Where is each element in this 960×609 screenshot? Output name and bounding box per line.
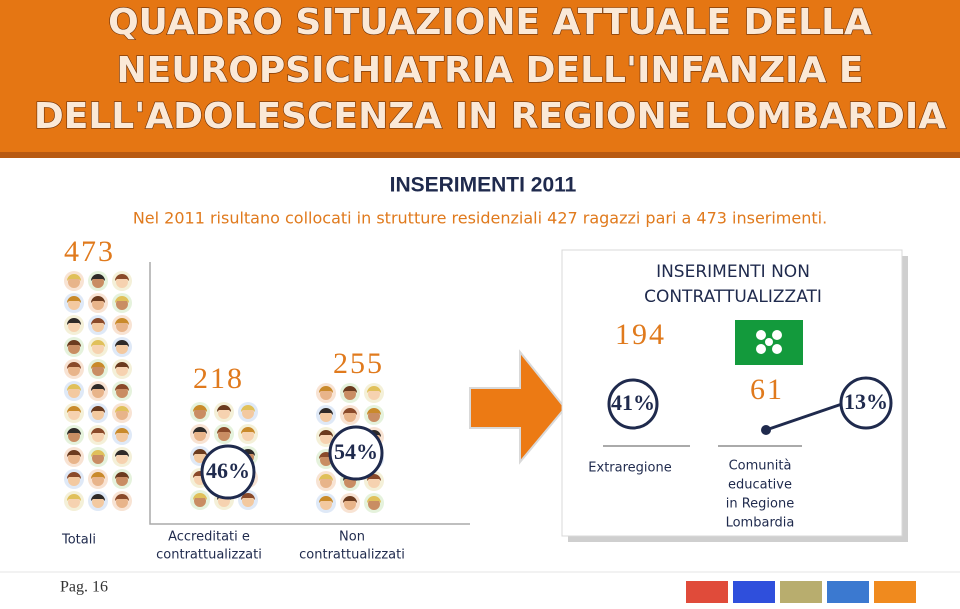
person-hair — [367, 496, 381, 503]
person-hair — [115, 450, 129, 457]
person-hair — [67, 472, 81, 479]
group-label: contrattualizzati — [299, 548, 405, 563]
person-hair — [91, 274, 105, 281]
person-hair — [91, 406, 105, 413]
footer-block — [686, 581, 728, 603]
box-title: INSERIMENTI NON — [656, 262, 810, 282]
group-label: Accreditati e — [168, 530, 250, 545]
percent: 41% — [611, 390, 655, 415]
person-hair — [241, 493, 255, 500]
title-line: DELL'ADOLESCENZA IN REGIONE LOMBARDIA — [34, 96, 946, 137]
header — [0, 0, 960, 152]
group-label: contrattualizzati — [156, 548, 262, 563]
item-label: Comunità — [729, 459, 792, 474]
item-label: Lombardia — [726, 516, 795, 531]
flag-rose — [756, 330, 782, 354]
group-label: Non — [339, 530, 365, 545]
subtitle: INSERIMENTI 2011 — [390, 174, 577, 197]
person-hair — [367, 386, 381, 393]
connector-dot — [761, 425, 771, 435]
item-label: educative — [728, 478, 792, 493]
count: 473 — [64, 235, 115, 268]
person-hair — [319, 408, 333, 415]
percent: 46% — [206, 458, 250, 483]
person-hair — [115, 274, 129, 281]
count: 61 — [750, 373, 784, 406]
person-hair — [67, 494, 81, 501]
percent-badge — [839, 376, 893, 430]
person-hair — [343, 386, 357, 393]
person-hair — [115, 428, 129, 435]
person-hair — [193, 493, 207, 500]
person-hair — [115, 472, 129, 479]
person-hair — [217, 427, 231, 434]
item-label: in Regione — [726, 497, 795, 512]
person-hair — [241, 405, 255, 412]
person-hair — [67, 406, 81, 413]
person-hair — [67, 450, 81, 457]
person-hair — [115, 406, 129, 413]
person-hair — [67, 340, 81, 347]
person-hair — [115, 494, 129, 501]
person-hair — [115, 384, 129, 391]
count: 194 — [615, 318, 666, 351]
person-hair — [91, 340, 105, 347]
percent-badge — [328, 425, 384, 481]
person-hair — [91, 362, 105, 369]
count: 255 — [333, 347, 384, 380]
count: 218 — [193, 362, 244, 395]
person-hair — [319, 386, 333, 393]
person-hair — [91, 318, 105, 325]
percent-badge — [607, 378, 659, 430]
person-hair — [193, 449, 207, 456]
percent: 54% — [334, 439, 378, 464]
baseline — [149, 262, 470, 525]
person-hair — [91, 472, 105, 479]
person-hair — [217, 405, 231, 412]
intro: Nel 2011 risultano collocati in struttur… — [133, 209, 827, 228]
person-hair — [91, 450, 105, 457]
percent-badge — [200, 444, 256, 500]
box-title: CONTRATTUALIZZATI — [644, 287, 822, 307]
person-hair — [91, 428, 105, 435]
group-label: Totali — [61, 533, 96, 548]
footer-block — [780, 581, 822, 603]
footer-block — [733, 581, 775, 603]
person-hair — [91, 384, 105, 391]
person-hair — [67, 296, 81, 303]
person-hair — [241, 427, 255, 434]
footer-block — [827, 581, 869, 603]
person-hair — [115, 362, 129, 369]
person-hair — [319, 474, 333, 481]
person-hair — [319, 430, 333, 437]
person-hair — [67, 428, 81, 435]
person-hair — [343, 496, 357, 503]
arrow — [469, 349, 567, 465]
person-hair — [115, 318, 129, 325]
percent: 13% — [844, 389, 888, 414]
person-hair — [319, 496, 333, 503]
person-hair — [67, 384, 81, 391]
person-hair — [343, 408, 357, 415]
person-hair — [193, 405, 207, 412]
person-hair — [67, 318, 81, 325]
connector — [765, 402, 843, 432]
person-hair — [91, 494, 105, 501]
page-number: Pag. 16 — [60, 579, 108, 596]
item-label: Extraregione — [588, 461, 671, 476]
person-hair — [193, 427, 207, 434]
person-hair — [115, 296, 129, 303]
title-line: NEUROPSICHIATRIA DELL'INFANZIA E — [117, 50, 864, 91]
person-hair — [115, 340, 129, 347]
person-hair — [67, 274, 81, 281]
person-hair — [67, 362, 81, 369]
person-hair — [367, 408, 381, 415]
title-line: QUADRO SITUAZIONE ATTUALE DELLA — [108, 2, 872, 43]
footer-block — [874, 581, 916, 603]
person-hair — [91, 296, 105, 303]
